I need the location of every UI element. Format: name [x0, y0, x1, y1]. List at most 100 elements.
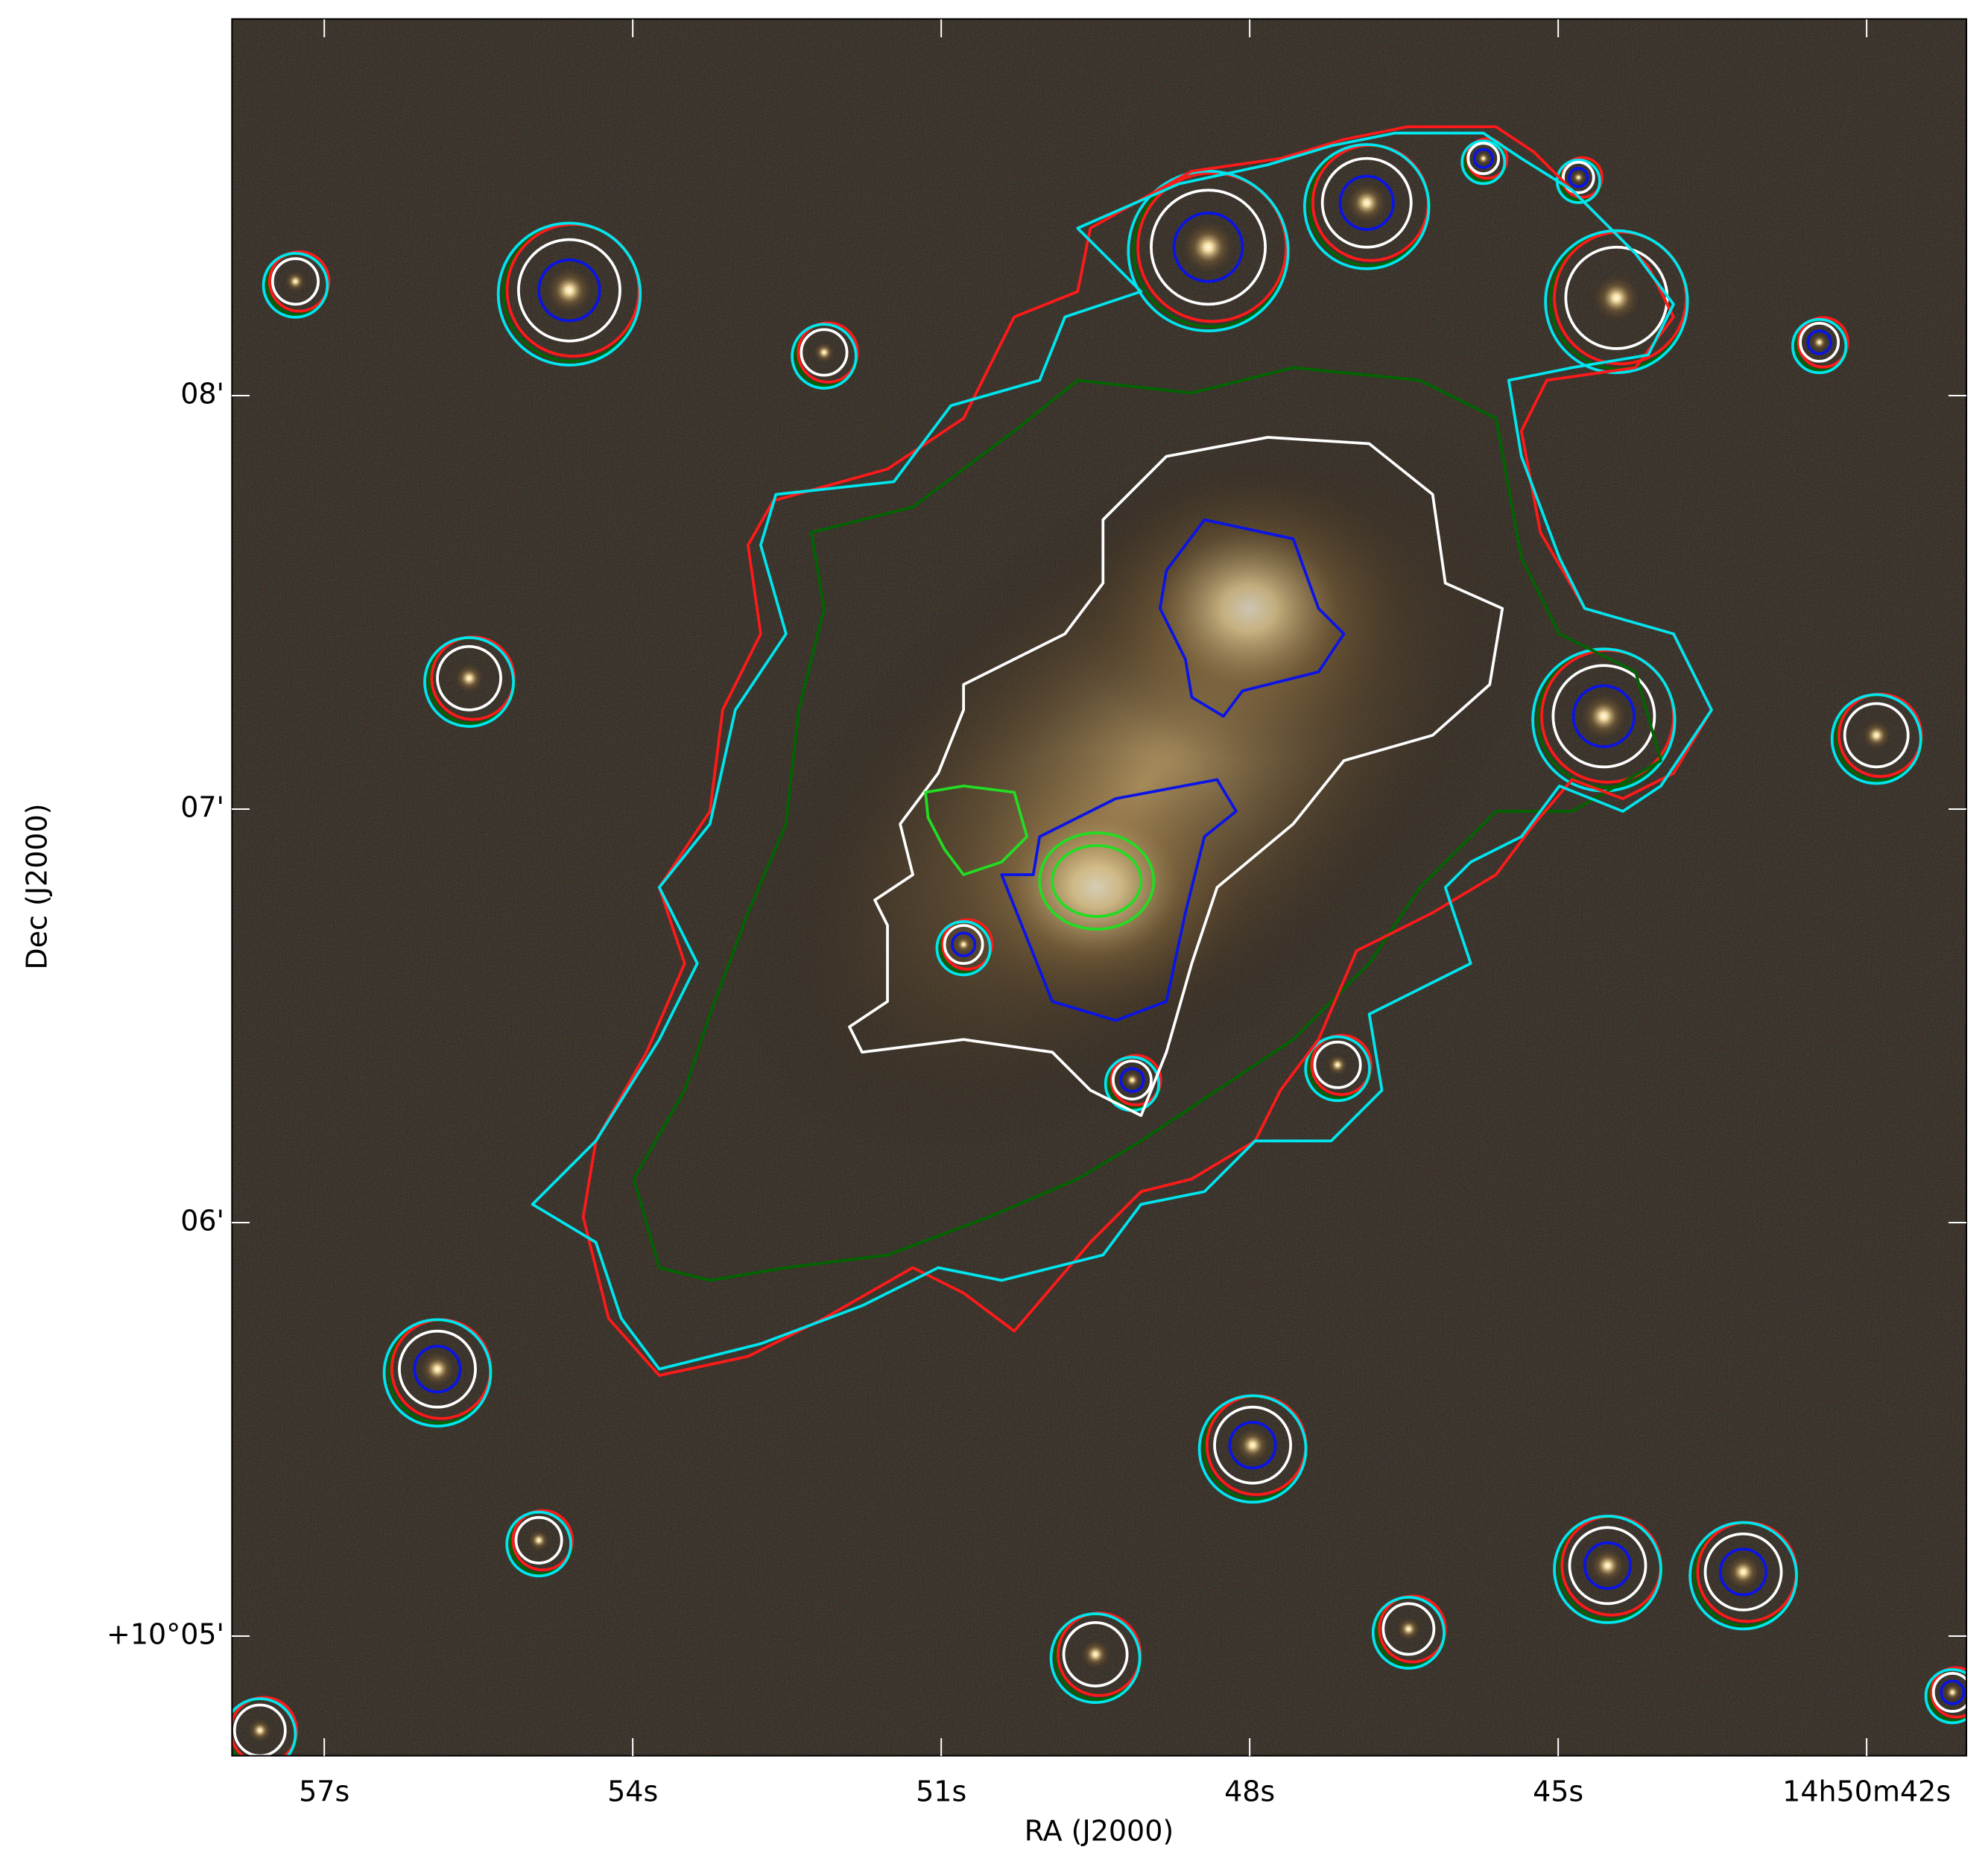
star	[1724, 1553, 1763, 1591]
contour	[1568, 167, 1589, 188]
contour	[797, 321, 859, 384]
y-axis-label: Dec (J2000)	[21, 803, 54, 969]
contour	[1320, 156, 1413, 249]
contour	[496, 221, 642, 367]
contour	[1568, 1526, 1647, 1606]
contour	[1940, 1679, 1966, 1705]
contour	[423, 636, 515, 728]
sky-image	[231, 18, 1968, 1757]
star	[453, 662, 485, 694]
contour	[1544, 229, 1689, 375]
star	[812, 340, 836, 364]
contour	[1830, 693, 1922, 785]
contour	[1378, 1594, 1447, 1664]
star	[284, 270, 307, 294]
contour	[1112, 1059, 1153, 1101]
x-tick-label: 45s	[1533, 1775, 1583, 1808]
contour	[1806, 329, 1832, 355]
star	[1180, 218, 1237, 276]
star	[1079, 1638, 1112, 1670]
contour	[935, 920, 992, 977]
contour	[791, 323, 858, 390]
star	[954, 934, 973, 954]
contour	[413, 1345, 462, 1394]
y-tick-label: +10°05'	[107, 1618, 224, 1651]
contour	[517, 238, 621, 343]
contour	[1197, 1394, 1308, 1504]
contour	[1791, 317, 1848, 375]
x-tick-label: 54s	[607, 1775, 658, 1808]
contour	[800, 328, 849, 377]
contour	[1302, 143, 1431, 270]
star	[1591, 272, 1642, 323]
contour	[1136, 171, 1288, 323]
star	[1943, 1682, 1963, 1702]
y-tick-label: 07'	[180, 791, 224, 824]
contour	[1213, 1405, 1292, 1485]
contour	[950, 931, 977, 957]
contour	[1583, 1541, 1633, 1590]
x-tick-label: 57s	[299, 1775, 349, 1808]
contour	[514, 1515, 563, 1565]
star	[543, 264, 595, 316]
contour	[537, 258, 601, 323]
contour	[1127, 169, 1290, 332]
contour	[1109, 1053, 1162, 1106]
y-tick-label: 08'	[180, 378, 224, 411]
contour	[1381, 1602, 1436, 1656]
star	[247, 1717, 273, 1743]
contour	[398, 1329, 477, 1409]
x-tick-label: 14h50m42s	[1782, 1775, 1951, 1808]
contour	[270, 257, 320, 306]
contour	[1719, 1547, 1768, 1597]
contour	[1688, 1521, 1798, 1631]
x-tick-label: 51s	[916, 1775, 966, 1808]
contour	[1338, 174, 1395, 231]
contour	[1049, 1612, 1142, 1704]
contour	[1930, 1666, 1967, 1719]
contour	[1551, 664, 1656, 769]
star	[1475, 150, 1491, 166]
contour	[1562, 160, 1595, 194]
contour	[232, 1696, 299, 1756]
contour	[262, 252, 329, 319]
contour	[505, 1510, 572, 1578]
star	[527, 1529, 551, 1552]
contour	[1571, 684, 1636, 749]
star	[1344, 180, 1389, 226]
contour	[1843, 702, 1910, 769]
star	[1588, 1546, 1627, 1585]
star	[418, 1350, 457, 1389]
contour	[1304, 1035, 1371, 1103]
x-axis-label: RA (J2000)	[1025, 1815, 1174, 1848]
contour	[1553, 1515, 1662, 1624]
star	[1122, 1070, 1142, 1090]
contour	[1310, 1033, 1373, 1096]
contour	[1472, 148, 1494, 169]
contour	[511, 1509, 574, 1572]
contour	[1313, 1040, 1362, 1089]
contour	[1703, 1532, 1783, 1612]
contour	[1172, 211, 1244, 283]
contour	[1931, 1672, 1967, 1713]
contour	[382, 1318, 493, 1428]
contour	[1062, 1621, 1129, 1688]
contour	[1460, 139, 1507, 186]
star	[1578, 691, 1630, 742]
contour	[436, 644, 502, 712]
y-tick-label: 06'	[180, 1205, 224, 1238]
star	[1571, 170, 1586, 186]
contour	[1150, 188, 1267, 306]
star	[1860, 719, 1893, 752]
star	[1326, 1053, 1349, 1077]
star	[1396, 1616, 1422, 1642]
contour	[943, 924, 984, 966]
contour	[232, 1697, 297, 1756]
contour	[941, 918, 994, 971]
contour	[1371, 1596, 1446, 1670]
contour	[1466, 142, 1501, 175]
contour	[1924, 1668, 1967, 1725]
star	[1809, 332, 1829, 352]
contour	[1797, 316, 1849, 369]
